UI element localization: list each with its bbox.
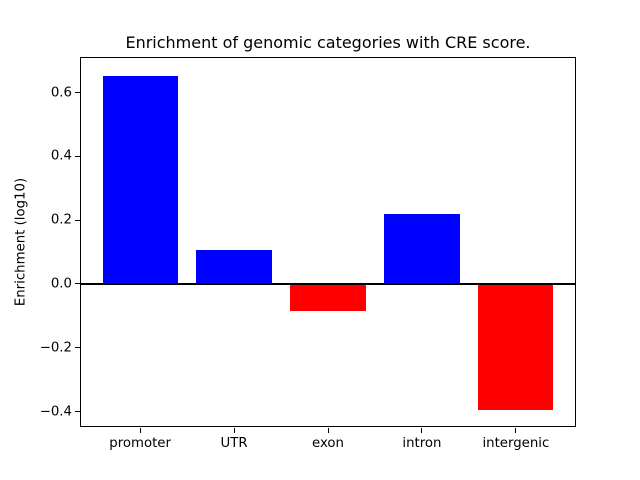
chart-title: Enrichment of genomic categories with CR… <box>125 33 531 52</box>
y-tick-label: 0.4 <box>50 148 72 164</box>
plot-area-border <box>80 57 576 427</box>
x-tick-label: intergenic <box>482 435 550 451</box>
y-tick-mark <box>75 92 80 94</box>
bar-UTR <box>196 250 272 284</box>
y-tick-mark <box>75 347 80 349</box>
bar-promoter <box>102 75 178 284</box>
y-tick-mark <box>75 283 80 285</box>
bar-intergenic <box>478 283 554 410</box>
y-tick-mark <box>75 411 80 413</box>
y-tick-mark <box>75 219 80 221</box>
x-tick-mark <box>515 427 517 433</box>
y-tick-label: −0.2 <box>39 340 72 356</box>
y-tick-label: 0.2 <box>50 212 72 228</box>
y-tick-label: 0.0 <box>50 276 72 292</box>
zero-baseline <box>80 282 576 285</box>
y-tick-mark <box>75 155 80 157</box>
x-tick-label: UTR <box>220 435 248 451</box>
x-tick-mark <box>233 427 235 433</box>
y-tick-label: −0.4 <box>39 404 72 420</box>
x-tick-mark <box>421 427 423 433</box>
x-tick-label: promoter <box>109 435 171 451</box>
x-tick-mark <box>139 427 141 433</box>
x-tick-label: intron <box>402 435 442 451</box>
y-tick-label: 0.6 <box>50 85 72 101</box>
x-tick-mark <box>327 427 329 433</box>
bar-exon <box>290 283 366 312</box>
bar-intron <box>384 214 460 284</box>
x-tick-label: exon <box>312 435 344 451</box>
